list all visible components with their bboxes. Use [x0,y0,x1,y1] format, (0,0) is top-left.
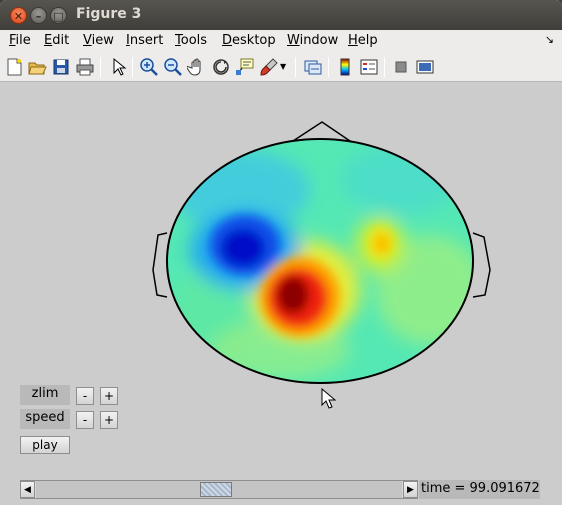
menu-mnemonic: D [222,33,233,48]
toolbar-separator [295,57,296,77]
brush-dropdown-icon[interactable]: ▼ [280,62,287,71]
toolbar-separator [328,57,329,77]
title-bar[interactable]: ✕ – □ Figure 3 [0,0,562,30]
zlim-increase-button[interactable]: + [100,387,118,405]
minimize-window-button[interactable]: – [30,7,47,24]
menu-label: indow [299,33,339,48]
menu-mnemonic: F [9,33,16,48]
speed-label: speed [20,409,70,429]
new-figure-icon[interactable] [4,57,24,77]
nose-outline [292,121,351,142]
brush-icon[interactable] [259,57,279,77]
zlim-decrease-button[interactable]: - [76,387,94,405]
speed-decrease-button[interactable]: - [76,411,94,429]
menu-label: ools [180,33,208,48]
menu-help[interactable]: Help [348,33,378,48]
right-ear-outline [472,232,491,298]
edit-plot-arrow-icon[interactable] [108,57,128,77]
toolbar-separator [384,57,385,77]
menu-file[interactable]: File [9,33,31,48]
menu-label: dit [52,33,70,48]
menu-window[interactable]: Window [287,33,338,48]
topoplot-axes[interactable] [130,110,510,400]
menu-mnemonic: W [287,33,300,48]
menu-bar: File Edit View Insert Tools Desktop Wind… [0,30,562,52]
hide-plot-tools-icon[interactable] [391,57,411,77]
open-file-icon[interactable] [27,57,47,77]
menu-label: esktop [232,33,276,48]
menu-insert[interactable]: Insert [126,33,163,48]
left-ear-outline [152,232,168,298]
menu-mnemonic: I [126,33,130,48]
rotate-3d-icon[interactable] [211,57,231,77]
menu-tools[interactable]: Tools [175,33,207,48]
time-readout: time = 99.091672 [419,480,540,499]
slider-right-arrow-icon[interactable]: ▶ [403,481,418,498]
maximize-window-button[interactable]: □ [50,7,67,24]
minimize-icon: – [35,10,42,23]
menu-mnemonic: E [44,33,53,48]
colorbar-icon[interactable] [335,57,355,77]
print-icon[interactable] [75,57,95,77]
scalp-map [167,139,473,383]
link-plot-icon[interactable] [303,57,323,77]
play-button[interactable]: play [20,436,70,454]
figure-toolbar: ▼ [0,52,562,82]
toolbar-separator [100,57,101,77]
dock-figure-icon[interactable]: ↘ [544,33,554,46]
close-window-button[interactable]: ✕ [10,7,27,24]
zoom-out-icon[interactable] [163,57,183,77]
slider-thumb[interactable] [200,482,232,497]
data-cursor-icon[interactable] [235,57,255,77]
menu-edit[interactable]: Edit [44,33,69,48]
menu-label: elp [357,33,378,48]
menu-mnemonic: H [348,33,358,48]
show-plot-tools-icon[interactable] [415,57,435,77]
zoom-in-icon[interactable] [139,57,159,77]
speed-increase-button[interactable]: + [100,411,118,429]
menu-mnemonic: V [83,33,92,48]
legend-icon[interactable] [359,57,379,77]
zlim-label: zlim [20,385,70,405]
maximize-icon: □ [53,10,64,23]
head-outline [166,138,474,384]
slider-track[interactable] [36,481,402,498]
close-icon: ✕ [13,10,24,23]
toolbar-separator [132,57,133,77]
menu-view[interactable]: View [83,33,114,48]
menu-label: iew [91,33,114,48]
window-title: Figure 3 [76,6,142,22]
menu-label: ile [15,33,31,48]
time-slider[interactable]: ◀ ▶ [20,480,418,499]
menu-mnemonic: T [175,33,181,48]
slider-left-arrow-icon[interactable]: ◀ [20,481,35,498]
pan-hand-icon[interactable] [187,57,207,77]
menu-desktop[interactable]: Desktop [222,33,276,48]
menu-label: nsert [129,33,164,48]
mouse-pointer-icon [321,388,337,409]
save-icon[interactable] [51,57,71,77]
